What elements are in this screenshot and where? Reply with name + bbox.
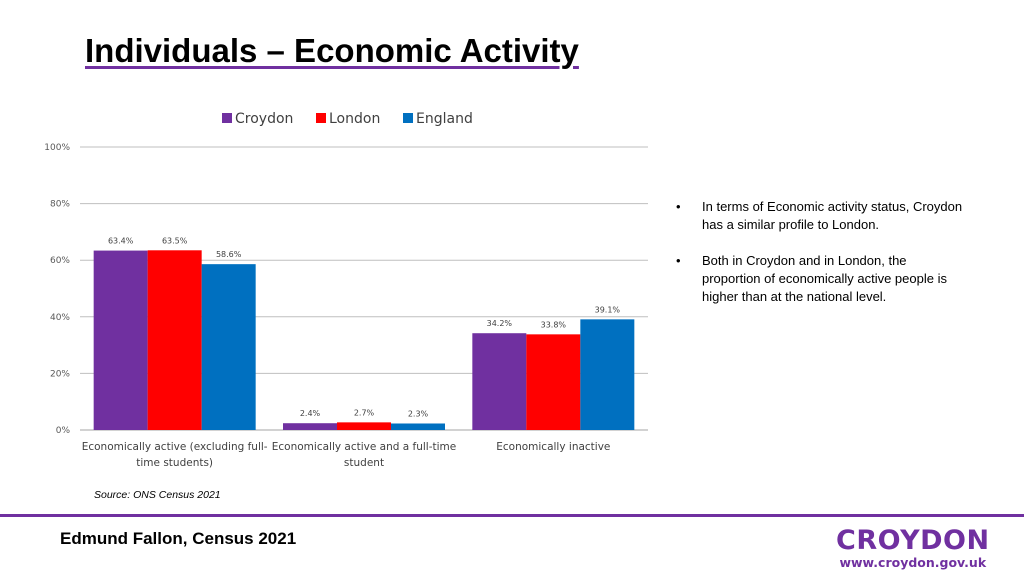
legend-label: Croydon <box>235 111 293 127</box>
bar <box>93 250 148 430</box>
bullet-item: • In terms of Economic activity status, … <box>676 198 966 234</box>
chart-labels: 0% 20% 40% 60% 80% 100% 63.4% 2.4% 34.2% 63.5% 2.7… <box>44 143 620 469</box>
bar <box>526 334 581 430</box>
legend-swatch <box>222 113 232 123</box>
data-label: 58.6% <box>216 250 242 259</box>
x-category-label: time students) <box>136 457 213 469</box>
y-tick-label: 80% <box>50 200 70 210</box>
y-tick-label: 40% <box>50 313 70 323</box>
footer-divider <box>0 514 1024 517</box>
data-label: 2.3% <box>408 409 429 418</box>
x-category-label: Economically active and a full-time <box>272 441 456 453</box>
data-label: 2.4% <box>300 409 321 418</box>
bullet-text: In terms of Economic activity status, Cr… <box>702 199 963 232</box>
data-label: 2.7% <box>354 408 375 417</box>
legend-swatch <box>403 113 413 123</box>
bar <box>391 423 445 430</box>
source-note: Source: ONS Census 2021 <box>94 489 221 501</box>
legend-swatch <box>316 113 326 123</box>
bullet-text: Both in Croydon and in London, the propo… <box>702 253 947 304</box>
y-tick-label: 60% <box>50 256 70 266</box>
chart-legend: Croydon London England <box>222 111 473 127</box>
legend-label: England <box>416 111 473 127</box>
data-label: 63.4% <box>108 237 134 246</box>
bar <box>147 250 202 430</box>
legend-label: London <box>329 111 380 127</box>
bar <box>472 333 527 430</box>
bar <box>580 319 635 430</box>
footer-author: Edmund Fallon, Census 2021 <box>60 529 297 548</box>
x-category-label: Economically active (excluding full- <box>82 441 268 453</box>
y-tick-label: 0% <box>56 426 71 436</box>
bar <box>201 264 256 430</box>
data-label: 34.2% <box>487 319 513 328</box>
x-category-label: student <box>344 457 384 469</box>
logo-url: www.croydon.gov.uk <box>839 555 987 570</box>
bullet-list: • In terms of Economic activity status, … <box>676 198 966 324</box>
data-label: 33.8% <box>541 320 567 329</box>
logo-wordmark: CROYDON <box>836 525 990 556</box>
bullet-marker: • <box>676 253 681 268</box>
slide-title: Individuals – Economic Activity <box>85 32 579 69</box>
data-label: 63.5% <box>162 236 188 245</box>
bar <box>283 423 337 430</box>
bullet-marker: • <box>676 199 681 214</box>
bullet-item: • Both in Croydon and in London, the pro… <box>676 252 966 306</box>
y-tick-label: 20% <box>50 369 70 379</box>
data-label: 39.1% <box>595 305 621 314</box>
bar <box>337 422 391 430</box>
y-tick-label: 100% <box>44 143 70 153</box>
x-category-label: Economically inactive <box>496 441 610 453</box>
chart-bars <box>93 250 635 430</box>
croydon-logo: CROYDON www.croydon.gov.uk <box>836 527 990 571</box>
